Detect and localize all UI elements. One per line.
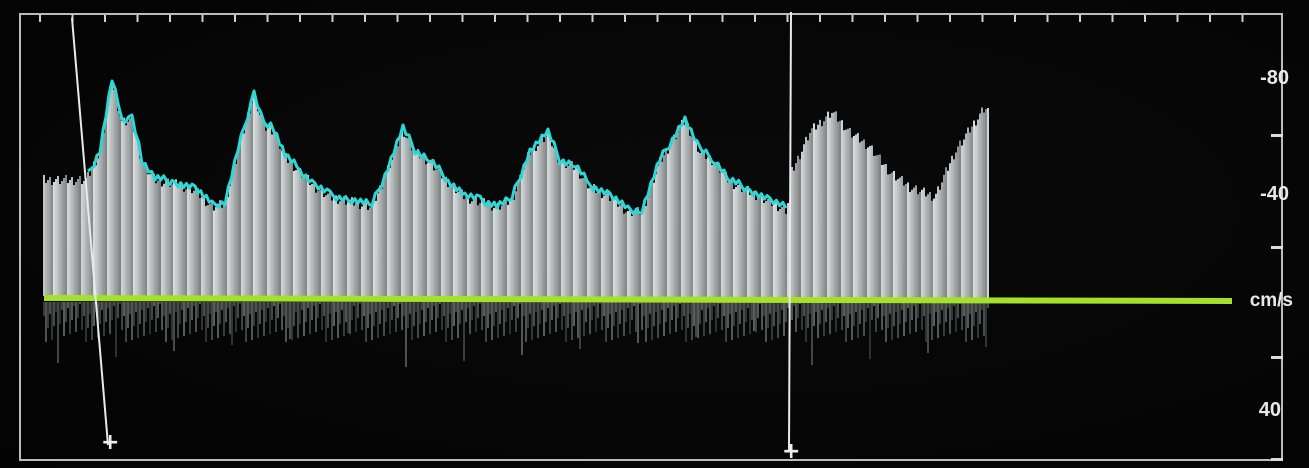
velocity-envelope-trace <box>87 79 788 216</box>
caliper-left-marker[interactable]: + <box>101 430 119 455</box>
velocity-label-neg40: -40 <box>1260 183 1289 205</box>
velocity-unit-label: cm/s <box>1249 290 1293 311</box>
scale-tick <box>1271 134 1283 137</box>
zero-baseline <box>43 295 1233 304</box>
velocity-label-pos40: 40 <box>1258 399 1281 421</box>
caliper-right-line[interactable] <box>788 11 792 451</box>
caliper-right-marker[interactable]: + <box>782 439 800 464</box>
doppler-spectrum <box>43 85 989 367</box>
scale-tick <box>1271 356 1283 359</box>
velocity-label-neg80: -80 <box>1260 67 1289 89</box>
time-axis-ticks <box>39 15 1244 22</box>
caliper-left-line[interactable] <box>71 17 109 446</box>
plot-frame <box>19 13 1283 461</box>
scale-tick <box>1271 458 1283 461</box>
scale-tick <box>1271 246 1283 249</box>
